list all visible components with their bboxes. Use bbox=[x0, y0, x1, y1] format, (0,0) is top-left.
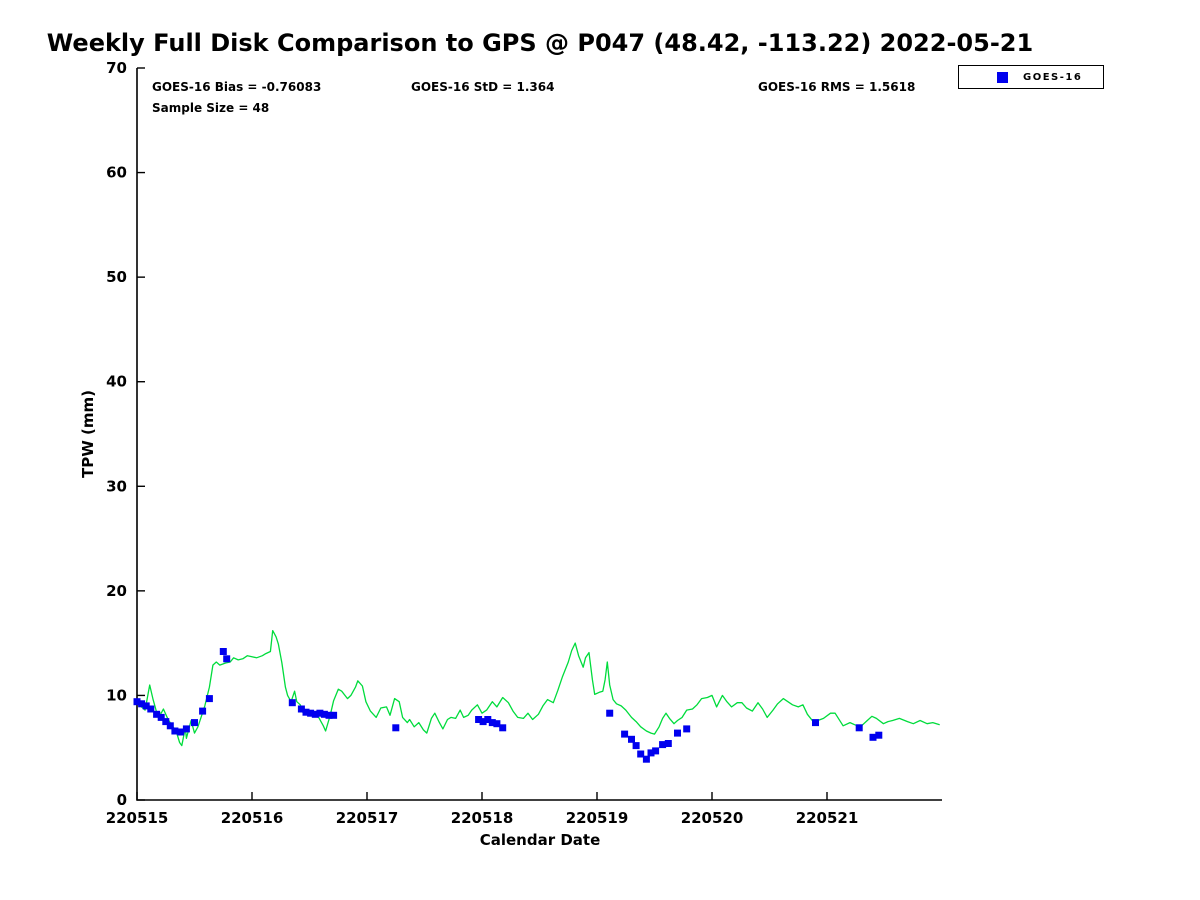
goes16-data-point-marker bbox=[875, 731, 883, 739]
goes16-data-point-marker bbox=[162, 718, 170, 726]
goes16-data-point-marker bbox=[138, 700, 146, 708]
goes16-data-point-marker bbox=[302, 708, 310, 716]
goes16-data-point-marker bbox=[177, 728, 185, 736]
goes16-data-point-marker bbox=[330, 711, 338, 719]
goes16-data-point-marker bbox=[484, 716, 492, 723]
x-tick-label: 220515 bbox=[106, 809, 169, 827]
goes16-data-point-marker bbox=[307, 709, 315, 717]
y-tick-label: 70 bbox=[106, 59, 127, 77]
goes16-data-point-marker bbox=[606, 709, 614, 717]
y-tick-label: 0 bbox=[117, 791, 127, 809]
goes16-data-point-marker bbox=[297, 705, 305, 713]
gps-line-series bbox=[136, 629, 940, 747]
goes16-data-point-marker bbox=[153, 710, 161, 718]
stat-std-text: GOES-16 StD = 1.364 bbox=[411, 80, 555, 94]
goes16-data-point-marker bbox=[493, 720, 501, 728]
goes16-data-point-marker bbox=[642, 755, 650, 763]
goes16-data-point-marker bbox=[674, 729, 681, 737]
goes16-data-point-marker bbox=[812, 719, 819, 727]
goes16-data-point-marker bbox=[199, 707, 207, 715]
goes16-data-point-marker bbox=[142, 702, 150, 710]
goes16-data-point-marker bbox=[147, 705, 155, 713]
y-tick-label: 60 bbox=[106, 164, 127, 182]
goes16-data-point-marker bbox=[316, 709, 324, 717]
goes16-data-point-marker bbox=[288, 699, 296, 707]
legend-square-marker-icon bbox=[997, 71, 1008, 83]
x-tick-label: 220520 bbox=[681, 809, 744, 827]
x-axis-label: Calendar Date bbox=[479, 831, 601, 849]
goes16-data-point-marker bbox=[479, 718, 487, 726]
y-tick-label: 50 bbox=[106, 268, 127, 286]
goes16-data-point-marker bbox=[475, 716, 483, 723]
y-tick-label: 10 bbox=[106, 686, 127, 704]
y-tick-label: 40 bbox=[106, 373, 127, 391]
goes16-data-point-marker bbox=[171, 727, 179, 735]
goes16-data-point-marker bbox=[869, 733, 877, 741]
stat-sample-size-text: Sample Size = 48 bbox=[152, 101, 270, 115]
goes16-data-point-marker bbox=[392, 724, 400, 732]
legend-series-label: GOES-16 bbox=[1023, 71, 1083, 83]
goes16-data-point-marker bbox=[311, 710, 319, 718]
goes16-data-point-marker bbox=[621, 730, 629, 738]
goes16-data-point-marker bbox=[223, 655, 231, 663]
y-axis-label: TPW (mm) bbox=[79, 390, 97, 478]
goes16-data-point-marker bbox=[166, 722, 174, 730]
stat-bias-text: GOES-16 Bias = -0.76083 bbox=[152, 80, 322, 94]
goes16-data-point-marker bbox=[133, 698, 141, 706]
chart-title: Weekly Full Disk Comparison to GPS @ P04… bbox=[46, 29, 1034, 57]
goes16-data-point-marker bbox=[659, 741, 667, 749]
goes16-data-point-marker bbox=[320, 710, 328, 718]
goes16-data-point-marker bbox=[683, 725, 691, 733]
stat-rms-text: GOES-16 RMS = 1.5618 bbox=[758, 80, 916, 94]
goes16-data-point-marker bbox=[499, 724, 507, 732]
goes16-data-point-marker bbox=[855, 724, 863, 732]
goes16-data-point-marker bbox=[488, 719, 496, 727]
goes16-data-point-marker bbox=[219, 648, 227, 655]
goes16-data-point-marker bbox=[205, 695, 213, 703]
x-tick-label: 220516 bbox=[221, 809, 284, 827]
y-tick-label: 30 bbox=[106, 477, 127, 495]
goes16-data-point-marker bbox=[325, 711, 333, 719]
goes16-data-point-marker bbox=[157, 713, 165, 721]
y-tick-label: 20 bbox=[106, 582, 127, 600]
x-tick-label: 220519 bbox=[566, 809, 629, 827]
goes16-data-point-marker bbox=[632, 742, 640, 750]
goes16-data-point-marker bbox=[191, 719, 198, 727]
axis-frame bbox=[136, 68, 942, 801]
goes16-data-point-marker bbox=[628, 735, 635, 743]
goes16-data-point-marker bbox=[637, 750, 645, 758]
x-tick-label: 220518 bbox=[451, 809, 514, 827]
goes16-data-point-marker bbox=[647, 749, 655, 757]
goes16-data-point-marker bbox=[652, 747, 660, 755]
legend-box: GOES-16 bbox=[958, 65, 1104, 89]
goes16-data-point-marker bbox=[182, 725, 190, 733]
x-tick-label: 220517 bbox=[336, 809, 399, 827]
x-tick-label: 220521 bbox=[796, 809, 859, 827]
goes16-data-point-marker bbox=[664, 740, 672, 747]
